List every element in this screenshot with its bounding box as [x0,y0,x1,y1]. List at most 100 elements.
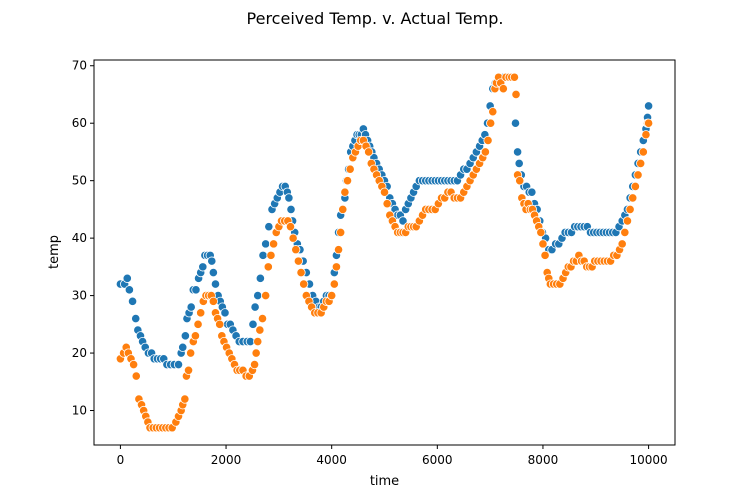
scatter-point-series-1 [284,193,294,203]
scatter-point-series-1 [198,262,208,272]
scatter-point-series-1 [286,204,296,215]
scatter-point-series-1 [210,279,221,289]
scatter-point-series-1 [264,222,274,232]
scatter-point-series-2 [129,359,139,370]
scatter-point-series-2 [630,181,640,192]
points-layer [115,72,654,433]
scatter-point-series-2 [268,239,279,249]
scatter-point-series-1 [255,273,265,283]
scatter-point-series-2 [296,268,306,278]
scatter-point-series-1 [248,319,258,329]
scatter-point-series-2 [215,319,225,329]
scatter-point-series-2 [342,176,353,186]
scatter-point-series-2 [331,262,342,272]
plot-frame [93,59,676,446]
scatter-point-series-2 [480,147,490,157]
scatter-point-series-2 [486,118,496,128]
scatter-point-series-2 [483,135,493,146]
x-tick-label: 2000 [211,453,242,467]
scatter-point-series-2 [329,279,339,289]
scatter-point-series-2 [288,233,298,243]
y-tick-label: 60 [72,116,87,130]
scatter-point-series-2 [625,204,635,215]
y-tick-label: 30 [72,289,87,303]
x-tick-label: 8000 [528,453,559,467]
scatter-point-series-2 [333,245,344,255]
scatter-point-series-2 [643,118,654,128]
scatter-point-series-2 [285,222,296,232]
scatter-point-series-1 [191,285,201,295]
scatter-point-series-1 [178,342,188,352]
scatter-point-series-2 [251,348,261,358]
scatter-point-series-2 [538,239,548,249]
scatter-point-series-1 [261,239,271,249]
scatter-point-series-1 [186,302,196,312]
scatter-point-series-2 [641,130,651,140]
scatter-point-series-2 [515,176,525,186]
scatter-point-series-2 [131,371,141,381]
scatter-point-series-1 [207,256,217,266]
y-tick-label: 40 [72,231,87,245]
scatter-point-series-2 [540,250,550,260]
scatter-point-series-2 [183,365,194,375]
scatter-point-series-2 [633,170,643,180]
scatter-point-series-2 [263,262,273,272]
x-axis-ticks: 0 2000 4000 6000 8000 10000 [117,445,668,467]
scatter-point-series-2 [299,279,309,289]
scatter-point-series-2 [364,147,374,157]
scatter-point-series-1 [513,147,523,157]
y-tick-label: 20 [72,346,87,360]
scatter-point-series-2 [382,199,392,209]
scatter-point-series-2 [620,227,630,237]
scatter-point-series-2 [249,359,260,370]
plot-area [93,59,676,446]
scatter-point-series-2 [345,164,355,174]
y-axis-label: temp [47,235,62,269]
scatter-point-series-1 [258,250,268,260]
scatter-point-series-1 [514,158,524,169]
scatter-point-series-2 [336,227,346,237]
x-axis-label: time [370,474,399,489]
x-tick-label: 0 [117,453,125,467]
scatter-point-series-2 [291,245,301,255]
scatter-point-series-1 [250,302,260,312]
scatter-point-series-2 [488,107,498,117]
chart-title: Perceived Temp. v. Actual Temp. [247,9,504,28]
x-tick-label: 10000 [629,453,667,467]
scatter-point-series-2 [261,290,271,301]
y-tick-label: 70 [72,59,87,73]
scatter-point-series-1 [122,273,132,283]
y-tick-label: 10 [72,404,87,418]
scatter-point-series-1 [398,216,408,226]
scatter-point-series-1 [131,313,141,324]
x-tick-label: 6000 [422,453,453,467]
scatter-point-series-2 [327,290,337,301]
scatter-point-series-1 [643,101,654,111]
scatter-point-series-2 [379,187,390,197]
scatter-point-series-2 [622,216,633,226]
scatter-point-series-2 [293,256,304,266]
y-axis-ticks: 10 20 30 40 50 60 70 [72,59,94,418]
scatter-point-series-2 [186,348,196,358]
scatter-point-series-1 [253,290,263,301]
scatter-point-series-2 [257,313,268,324]
scatter-point-series-1 [208,268,218,278]
scatter-point-series-2 [340,187,350,197]
scatter-point-series-2 [636,158,646,169]
scatter-point-series-2 [628,193,638,203]
scatter-point-series-2 [255,325,265,335]
scatter-point-series-1 [510,118,521,128]
scatter-point-series-2 [617,239,627,249]
scatter-point-series-2 [193,319,203,329]
scatter-point-series-2 [196,308,206,318]
y-tick-label: 50 [72,174,87,188]
scatter-point-series-2 [190,331,201,341]
scatter-point-series-2 [511,89,521,100]
x-tick-label: 4000 [316,453,347,467]
scatter-point-series-2 [509,72,520,82]
scatter-point-series-1 [527,187,537,197]
scatter-point-series-1 [180,331,190,341]
scatter-point-series-2 [180,394,190,404]
scatter-point-series-1 [124,285,134,295]
